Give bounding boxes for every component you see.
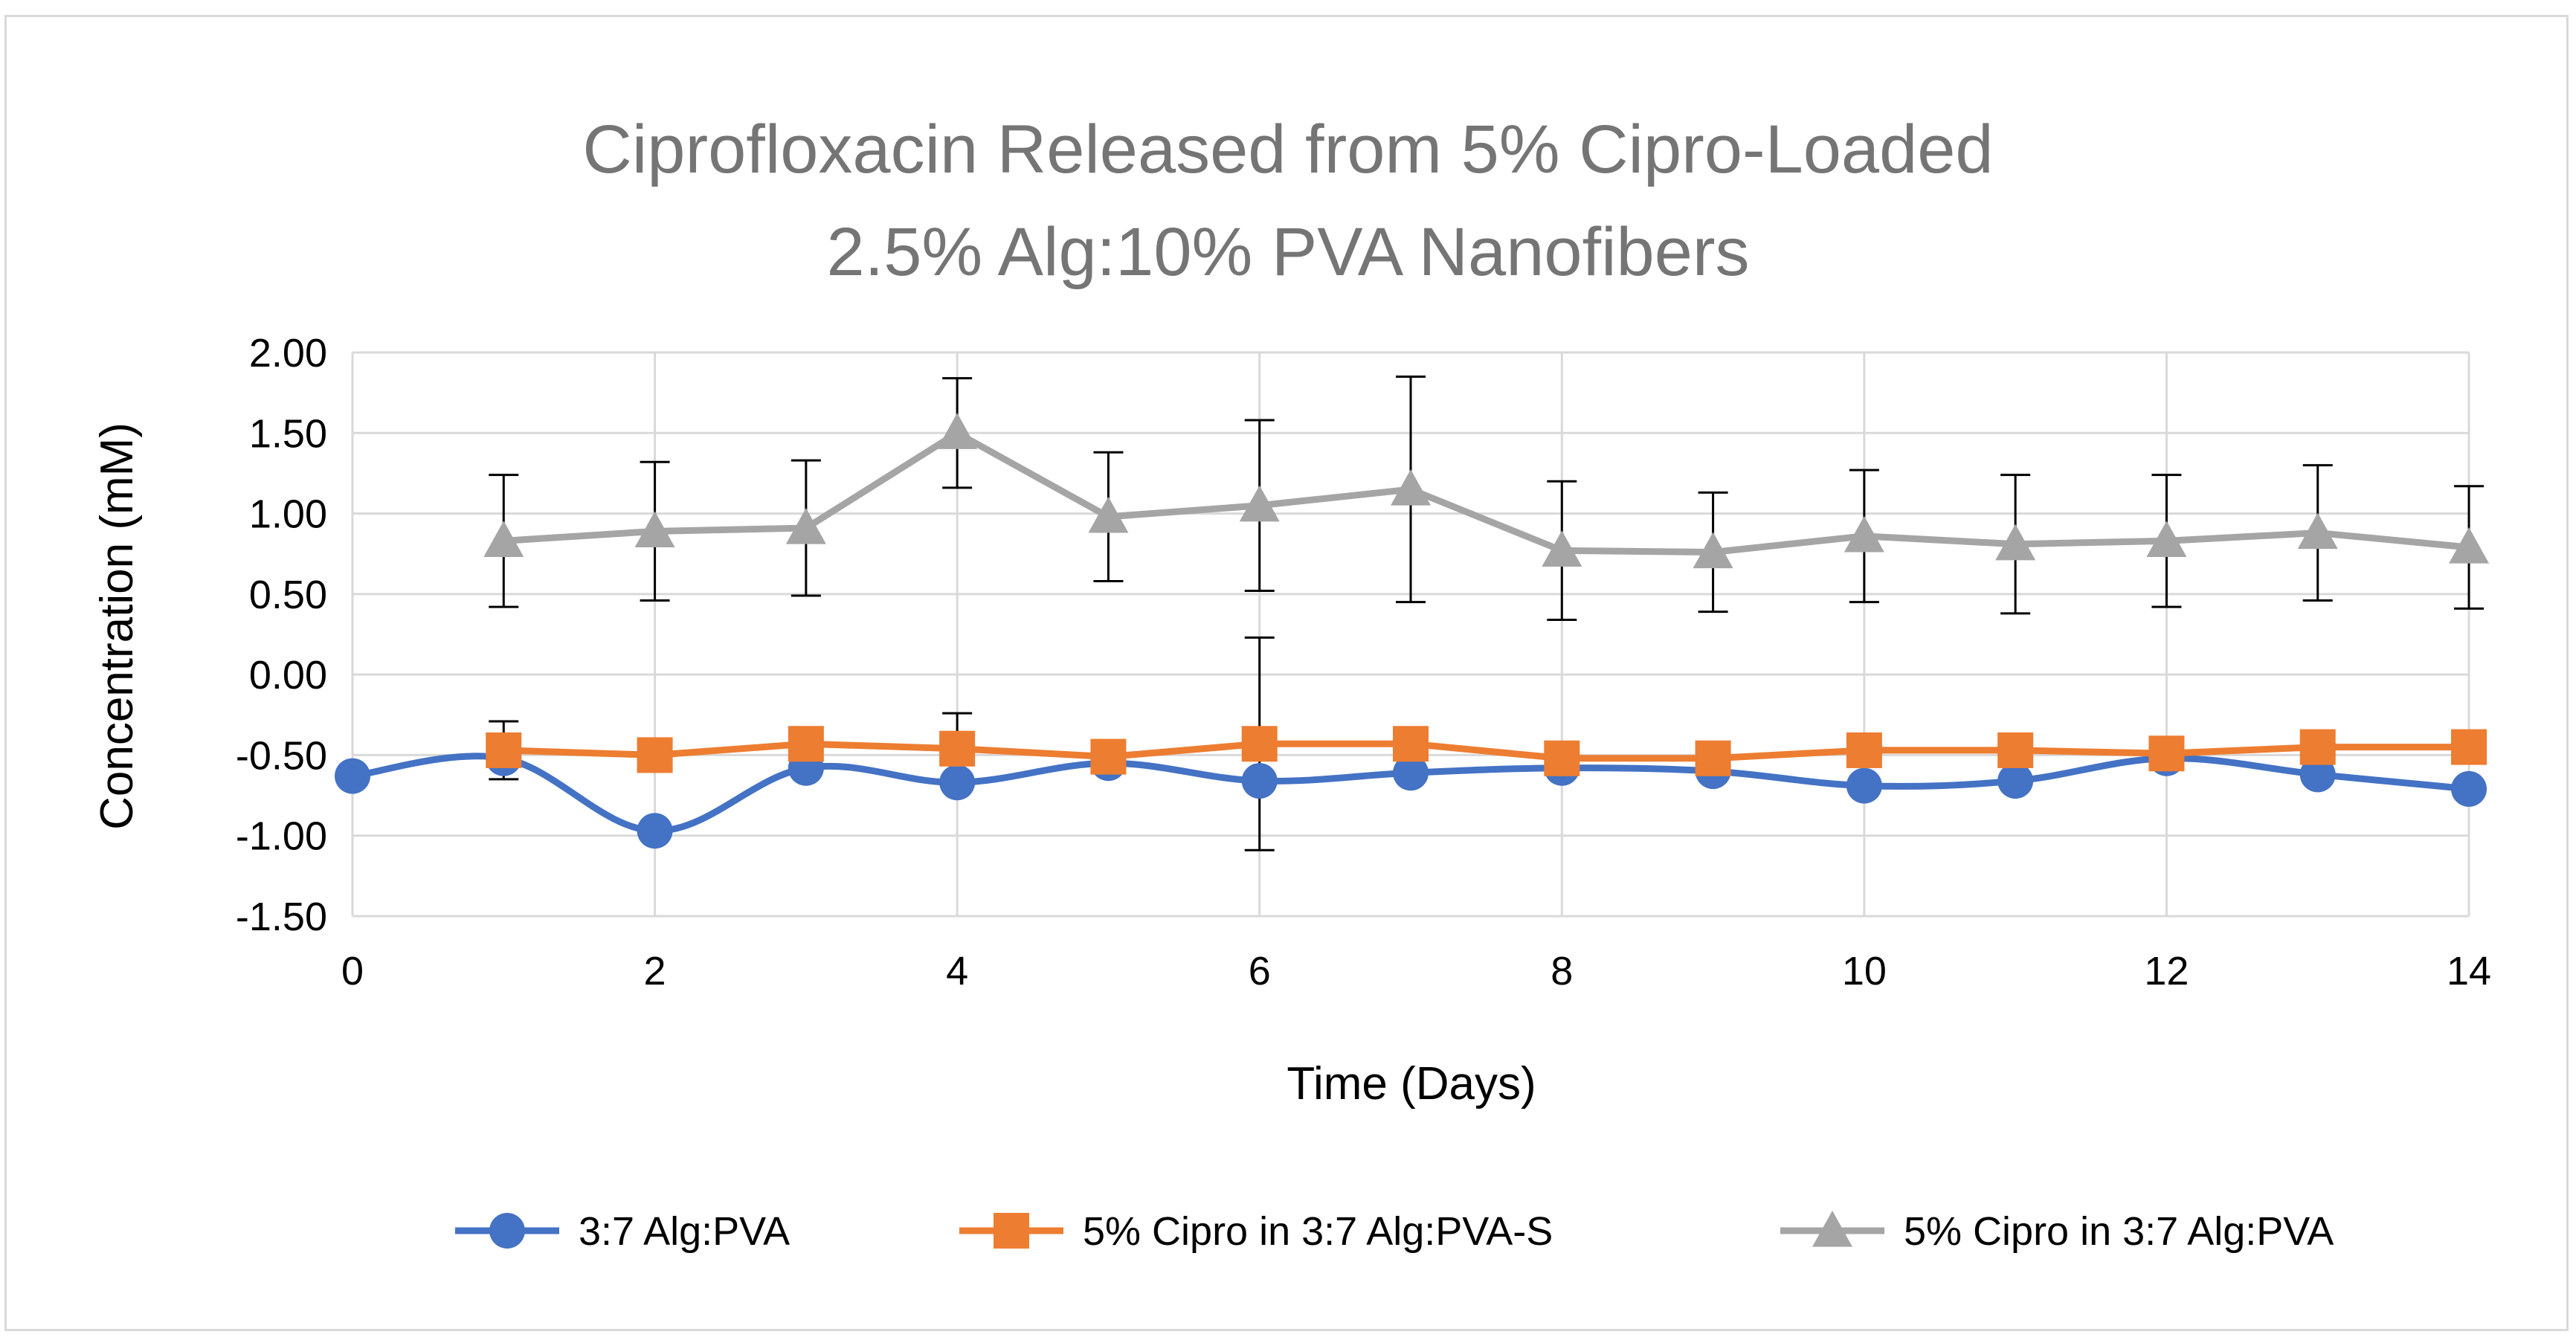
data-point-series-2 — [1090, 738, 1127, 775]
data-point-series-1 — [1241, 763, 1278, 799]
legend-label: 5% Cipro in 3:7 Alg:PVA-S — [1083, 1209, 1553, 1254]
data-point-series-2 — [637, 737, 673, 773]
data-point-series-2 — [1544, 740, 1580, 776]
y-tick-label: -0.50 — [236, 733, 327, 778]
x-tick-label: 10 — [1842, 949, 1887, 993]
data-point-series-1 — [1393, 755, 1429, 791]
data-point-series-1 — [2299, 756, 2336, 793]
y-tick-label: 0.50 — [249, 573, 327, 617]
data-point-series-2 — [1393, 726, 1429, 762]
data-point-series-3 — [2449, 527, 2489, 564]
legend-label: 3:7 Alg:PVA — [579, 1209, 790, 1254]
legend-marker — [1812, 1211, 1852, 1247]
legend-marker — [489, 1213, 525, 1249]
series-line-2 — [500, 740, 2473, 762]
chart-frame — [4, 15, 2569, 1331]
x-tick-label: 4 — [946, 949, 968, 993]
data-point-series-2 — [788, 726, 824, 762]
legend: 3:7 Alg:PVA 5% Cipro in 3:7 Alg:PVA-S 5% C… — [455, 1209, 2334, 1254]
x-axis-title: Time (Days) — [1287, 1058, 1536, 1109]
y-tick-label: -1.50 — [236, 895, 327, 939]
data-point-series-2 — [1997, 732, 2034, 768]
data-point-series-2 — [939, 730, 976, 767]
x-tick-label: 12 — [2144, 949, 2189, 993]
x-tick-label: 0 — [341, 949, 364, 993]
y-tick-labels: 2.00 1.50 1.00 0.50 0.00 -0.50 -1.00 -1.50 — [236, 331, 327, 939]
x-tick-label: 6 — [1249, 949, 1271, 993]
y-tick-label: -1.00 — [236, 814, 327, 859]
series-line-3 — [500, 429, 2473, 556]
data-point-series-1 — [1997, 763, 2034, 799]
data-point-series-3 — [1239, 485, 1280, 522]
legend-marker — [994, 1213, 1029, 1249]
data-point-series-3 — [2146, 521, 2187, 557]
y-tick-label: 1.00 — [249, 492, 327, 537]
data-point-series-2 — [1846, 732, 1882, 768]
data-point-series-2 — [2451, 729, 2487, 765]
data-point-series-2 — [2299, 729, 2336, 765]
data-point-series-1 — [637, 813, 673, 849]
legend-item-1: 3:7 Alg:PVA — [455, 1209, 790, 1254]
data-point-series-1 — [2451, 770, 2487, 807]
data-point-series-3 — [937, 413, 978, 449]
data-point-series-3 — [483, 521, 524, 557]
legend-label: 5% Cipro in 3:7 Alg:PVA — [1904, 1209, 2334, 1254]
x-tick-label: 8 — [1551, 949, 1573, 993]
data-point-series-2 — [1241, 726, 1278, 762]
y-tick-label: 1.50 — [249, 411, 327, 456]
data-point-series-3 — [1088, 496, 1129, 533]
error-bars — [489, 375, 2484, 851]
y-tick-label: 0.00 — [249, 653, 327, 698]
data-point-series-2 — [2148, 735, 2185, 772]
x-tick-label: 2 — [644, 949, 666, 993]
y-tick-label: 2.00 — [249, 331, 327, 376]
data-point-series-2 — [1695, 740, 1731, 776]
series-markers — [335, 413, 2489, 849]
chart-title-line-1: Ciprofloxacin Released from 5% Cipro-Loa… — [582, 112, 1993, 187]
data-point-series-2 — [486, 732, 522, 768]
legend-item-2: 5% Cipro in 3:7 Alg:PVA-S — [959, 1209, 1553, 1254]
data-point-series-3 — [1391, 469, 1431, 506]
data-point-series-3 — [1844, 515, 1884, 553]
legend-item-3: 5% Cipro in 3:7 Alg:PVA — [1780, 1209, 2334, 1254]
data-point-series-1 — [1846, 767, 1882, 804]
data-point-series-3 — [1542, 530, 1582, 567]
data-point-series-3 — [634, 511, 675, 547]
chart-title-line-2: 2.5% Alg:10% PVA Nanofibers — [826, 214, 1749, 290]
x-tick-labels: 0 2 4 6 8 10 12 14 — [341, 949, 2491, 993]
data-point-series-3 — [1693, 532, 1733, 569]
data-point-series-1 — [939, 764, 976, 801]
data-point-series-1 — [335, 758, 370, 794]
y-axis-title: Concentration (mM) — [91, 422, 143, 830]
data-point-series-3 — [1995, 524, 2036, 561]
data-point-series-3 — [785, 508, 826, 544]
data-point-series-3 — [2297, 512, 2338, 550]
x-tick-label: 14 — [2447, 949, 2491, 993]
